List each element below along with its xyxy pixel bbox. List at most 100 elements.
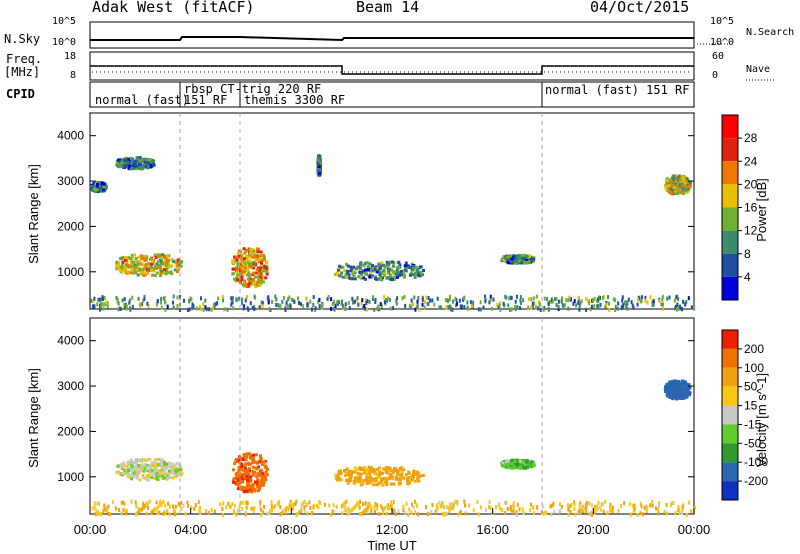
power-pixel bbox=[686, 187, 690, 191]
power-pixel bbox=[240, 270, 244, 274]
velocity-pixel bbox=[410, 510, 413, 515]
power-pixel bbox=[183, 298, 185, 303]
velocity-pixel bbox=[378, 474, 382, 478]
velocity-pixel bbox=[658, 501, 661, 506]
power-pixel bbox=[164, 254, 168, 258]
power-pixel bbox=[514, 305, 517, 310]
velocity-pixel bbox=[678, 511, 681, 516]
power-pixel bbox=[452, 299, 455, 304]
power-pixel bbox=[235, 270, 239, 274]
power-pixel bbox=[118, 268, 122, 272]
nsearch-tick-top: 10^5 bbox=[710, 16, 735, 27]
velocity-pixel bbox=[204, 509, 207, 513]
velocity-pixel bbox=[392, 500, 395, 505]
velocity-pixel bbox=[161, 466, 164, 470]
velocity-pixel bbox=[416, 476, 420, 480]
power-pixel bbox=[361, 276, 365, 280]
velocity-pixel bbox=[402, 508, 405, 513]
velocity-pixel bbox=[674, 385, 678, 389]
power-pixel bbox=[389, 260, 393, 264]
power-pixel bbox=[147, 304, 150, 309]
power-pixel bbox=[561, 296, 563, 301]
velocity-pixel bbox=[93, 501, 96, 506]
power-pixel bbox=[94, 189, 97, 193]
velocity-pixel bbox=[150, 461, 154, 464]
power-pixel bbox=[247, 262, 251, 266]
velocity-pixel bbox=[155, 475, 159, 479]
velocity-pixel bbox=[248, 477, 252, 481]
power-pixel bbox=[256, 247, 259, 251]
velocity-pixel bbox=[279, 505, 282, 510]
power-pixel bbox=[259, 281, 263, 285]
power-pixel bbox=[211, 306, 214, 310]
cpid-segment-normal-fast-151rf: normal (fast) 151 RF bbox=[545, 83, 690, 97]
velocity-pixel bbox=[363, 509, 366, 514]
power-pixel bbox=[627, 297, 630, 302]
power-pixel bbox=[372, 295, 374, 300]
power-pixel bbox=[621, 295, 624, 300]
velocity-pixel bbox=[666, 391, 670, 395]
velocity-pixel bbox=[253, 471, 257, 474]
power-pixel bbox=[176, 270, 179, 274]
power-pixel bbox=[402, 269, 406, 273]
power-pixel bbox=[349, 269, 353, 273]
power-pixel bbox=[170, 272, 174, 276]
power-pixel bbox=[223, 307, 226, 312]
power-pixel bbox=[670, 183, 674, 187]
velocity-pixel bbox=[242, 469, 246, 473]
nsearch-label: N.Search bbox=[746, 27, 795, 38]
velocity-pixel bbox=[130, 464, 134, 468]
power-pixel bbox=[257, 278, 261, 282]
velocity-pixel bbox=[520, 459, 524, 463]
power-pixel bbox=[162, 296, 165, 301]
power-pixel bbox=[626, 306, 629, 311]
velocity-pixel bbox=[143, 467, 147, 471]
velocity-pixel bbox=[157, 472, 161, 476]
velocity-pixel bbox=[173, 512, 176, 517]
velocity-pixel bbox=[413, 479, 417, 483]
velocity-pixel bbox=[159, 464, 163, 468]
power-pixel bbox=[165, 266, 169, 270]
power-pixel bbox=[172, 260, 175, 264]
velocity-pixel bbox=[311, 511, 314, 516]
power-pixel bbox=[200, 296, 202, 301]
velocity-pixel bbox=[581, 509, 584, 514]
velocity-pixel bbox=[398, 481, 401, 485]
power-pixel bbox=[321, 302, 324, 307]
velocity-pixel bbox=[479, 505, 482, 510]
velocity-pixel bbox=[142, 469, 146, 473]
power-pixel bbox=[530, 305, 533, 310]
velocity-pixel bbox=[611, 509, 614, 514]
velocity-pixel bbox=[260, 512, 263, 517]
velocity-pixel bbox=[120, 511, 123, 516]
velocity-pixel bbox=[495, 504, 497, 509]
power-pixel bbox=[585, 307, 588, 312]
velocity-pixel bbox=[655, 506, 657, 511]
velocity-pixel bbox=[239, 487, 243, 491]
power-pixel bbox=[128, 164, 132, 168]
velocity-pixel bbox=[341, 503, 344, 508]
power-pixel bbox=[359, 262, 363, 266]
power-pixel bbox=[388, 297, 391, 302]
power-pixel bbox=[506, 261, 510, 265]
velocity-pixel bbox=[456, 499, 459, 504]
velocity-pixel bbox=[597, 500, 600, 505]
velocity-pixel bbox=[645, 504, 648, 509]
velocity-pixel bbox=[247, 461, 251, 465]
power-pixel bbox=[336, 300, 339, 305]
power-colorbar-tick: 28 bbox=[744, 131, 758, 145]
velocity-pixel bbox=[252, 453, 256, 457]
power-pixel bbox=[429, 298, 432, 303]
velocity-pixel bbox=[137, 506, 140, 511]
power-pixel bbox=[92, 299, 95, 304]
power-pixel bbox=[510, 295, 513, 300]
velocity-pixel bbox=[680, 382, 684, 386]
power-pixel bbox=[433, 302, 436, 307]
power-pixel bbox=[390, 268, 393, 272]
power-pixel bbox=[118, 160, 122, 164]
power-pixel bbox=[133, 163, 137, 167]
power-pixel bbox=[96, 183, 99, 186]
velocity-pixel bbox=[126, 474, 130, 478]
velocity-pixel bbox=[153, 468, 156, 472]
velocity-pixel bbox=[337, 470, 341, 474]
